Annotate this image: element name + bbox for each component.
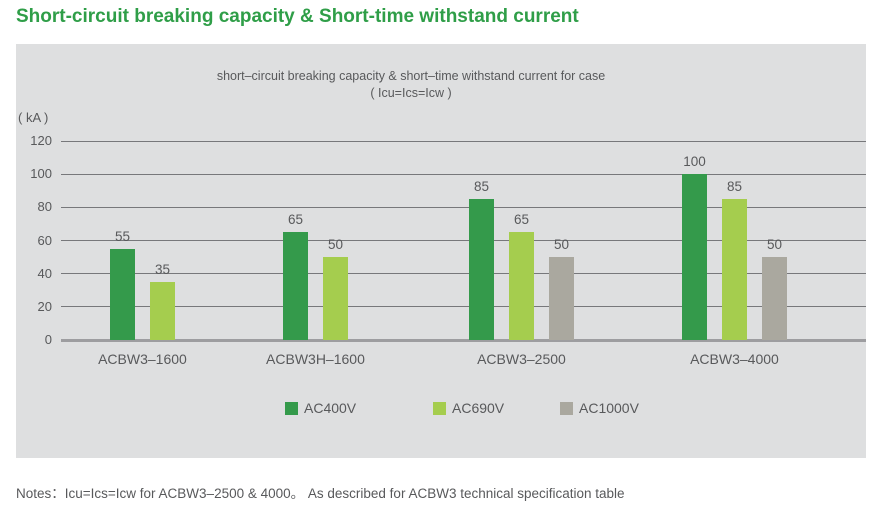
bar-AC1000V — [548, 257, 574, 340]
bar-AC690V — [322, 257, 348, 340]
category-label: ACBW3–1600 — [98, 351, 187, 367]
legend-label: AC690V — [452, 400, 505, 416]
y-tick-label: 60 — [37, 232, 52, 248]
legend-label: AC1000V — [579, 400, 639, 416]
legend-swatch-icon — [285, 401, 298, 415]
plot-area: 120 100 80 60 40 20 0 55 35 65 50 85 65 50 100 85 50 — [30, 133, 866, 347]
y-tick-label: 120 — [30, 133, 52, 148]
bar-value-label: 50 — [553, 237, 569, 253]
legend: AC400V AC690V AC1000V — [16, 400, 866, 418]
bar-value-label: 50 — [327, 237, 343, 253]
legend-item-AC400V: AC400V — [285, 400, 356, 416]
y-tick-label: 80 — [37, 199, 52, 215]
chart-panel: short–circuit breaking capacity & short–… — [16, 44, 866, 458]
bar-value-label: 65 — [287, 212, 303, 228]
gridline — [61, 173, 866, 175]
bar-value-label: 55 — [114, 228, 130, 244]
bar-AC1000V — [761, 257, 787, 340]
notes-text: Notes：Icu=Ics=Icw for ACBW3–2500 & 4000。… — [16, 485, 625, 501]
bar-value-label: 85 — [473, 179, 489, 195]
y-tick-label: 20 — [37, 298, 52, 314]
gridline — [61, 273, 866, 275]
bar-AC400V — [681, 174, 707, 340]
category-axis: ACBW3–1600 ACBW3H–1600 ACBW3–2500 ACBW3–400… — [61, 351, 866, 369]
bar-AC690V — [149, 281, 175, 340]
category-label: ACBW3H–1600 — [266, 351, 365, 367]
bar-value-label: 35 — [154, 261, 170, 277]
y-tick-label: 100 — [30, 166, 52, 182]
bar-AC690V — [508, 232, 534, 340]
gridline — [61, 240, 866, 241]
gridline — [61, 140, 866, 142]
legend-item-AC1000V: AC1000V — [560, 400, 639, 416]
legend-swatch-icon — [433, 401, 446, 415]
bar-value-label: 50 — [766, 237, 782, 253]
bar-AC400V — [109, 248, 135, 340]
bar-value-label: 85 — [726, 179, 742, 195]
page-title: Short-circuit breaking capacity & Short-… — [16, 6, 579, 27]
legend-label: AC400V — [304, 400, 357, 416]
gridline — [61, 206, 866, 208]
bar-value-label: 65 — [513, 212, 529, 228]
legend-item-AC690V: AC690V — [433, 400, 504, 416]
bar-AC400V — [468, 199, 494, 340]
y-tick-label: 40 — [37, 265, 52, 281]
chart-title-line1: short–circuit breaking capacity & short–… — [216, 69, 606, 83]
chart-title-line2: ( Icu=Ics=Icw ) — [370, 86, 452, 100]
y-axis-unit-label: ( kA ) — [18, 110, 49, 125]
bar-AC690V — [721, 199, 747, 340]
gridline — [61, 306, 866, 308]
chart-title: short–circuit breaking capacity & short–… — [16, 68, 806, 102]
category-label: ACBW3–2500 — [477, 351, 566, 367]
y-tick-label: 0 — [44, 332, 52, 347]
bar-AC400V — [282, 232, 308, 340]
x-axis-line — [61, 339, 866, 342]
bar-value-label: 100 — [683, 154, 706, 170]
category-label: ACBW3–4000 — [690, 351, 779, 367]
legend-swatch-icon — [560, 401, 573, 415]
